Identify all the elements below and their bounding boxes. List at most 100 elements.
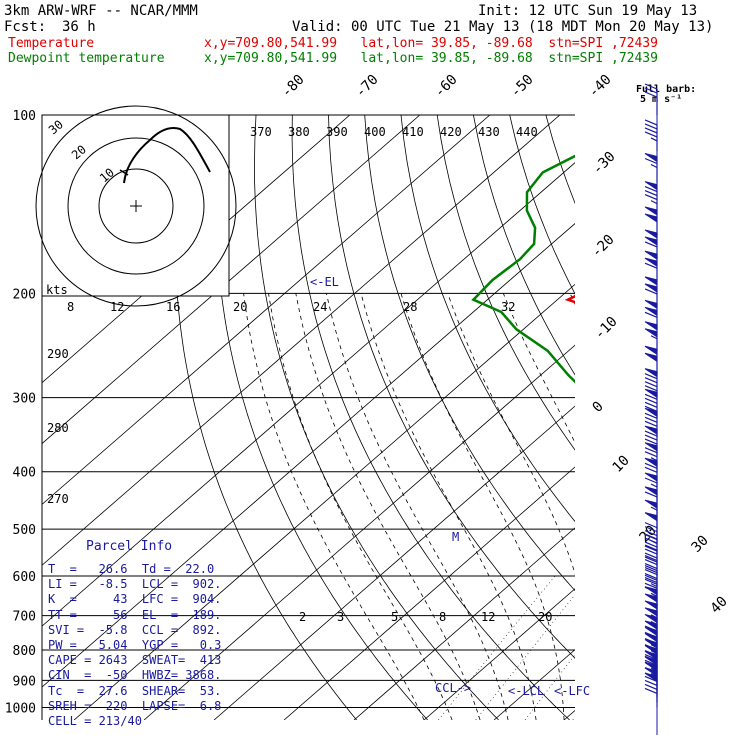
wind-barb-full	[644, 661, 658, 668]
wind-barb-full	[644, 638, 658, 645]
wind-barb-full	[644, 491, 658, 498]
wind-barb-flag	[644, 512, 658, 522]
wind-barb-full	[644, 123, 658, 130]
dry-adiabat	[545, 115, 575, 205]
dry-adiabat-label: 290	[47, 347, 69, 361]
theta-label: 380	[288, 125, 310, 139]
dry-adiabat	[174, 115, 357, 720]
annotation-ccl: CCL->	[435, 681, 471, 695]
wind-barb-full	[644, 552, 658, 559]
wind-barb-full	[644, 262, 658, 269]
wind-barb-full	[644, 654, 658, 661]
wind-barb-half	[650, 583, 658, 588]
dry-adiabat	[691, 115, 740, 720]
isotherm-label: 30	[689, 533, 712, 556]
wind-barb-half	[650, 667, 658, 672]
wind-barb-full	[644, 477, 658, 484]
wind-barb	[644, 181, 658, 211]
wind-barb-full	[644, 655, 658, 662]
moist-adiabat	[400, 293, 565, 720]
wind-barb-full	[644, 687, 658, 695]
wind-barb-full	[644, 659, 658, 666]
wind-barb-full	[644, 675, 658, 683]
moist-adiabat	[732, 293, 740, 720]
isotherm	[423, 588, 575, 720]
isotherm-label: -70	[353, 72, 382, 101]
wind-barb-full	[644, 582, 658, 589]
wetbulb-label: 8	[67, 300, 74, 314]
wind-barb	[644, 368, 658, 398]
dry-adiabat	[655, 115, 740, 720]
isotherm	[704, 115, 740, 720]
wind-barb-half	[650, 672, 658, 678]
moist-adiabat	[704, 293, 740, 720]
isotherm	[42, 162, 575, 627]
wind-barb-half	[650, 620, 658, 626]
pressure-tick-label: 800	[13, 644, 36, 659]
wind-barb-full	[644, 377, 658, 384]
isotherm	[42, 115, 351, 384]
theta-label: 400	[364, 125, 386, 139]
wind-barb	[644, 345, 658, 376]
theta-label: 390	[326, 125, 348, 139]
temperature-station-info: x,y=709.80,541.99 lat,lon= 39.85, -89.68…	[204, 36, 658, 51]
dewpoint-trace	[471, 154, 575, 384]
dry-adiabat-label: 270	[47, 492, 69, 506]
mixing-ratio-line	[572, 716, 575, 720]
dry-adiabat	[473, 115, 575, 376]
model-title: 3km ARW-WRF -- NCAR/MMM	[4, 3, 198, 19]
valid-time: Valid: 00 UTC Tue 21 May 13 (18 MDT Mon …	[292, 19, 714, 35]
wind-barb-full	[644, 412, 658, 419]
wind-barb-full	[644, 466, 658, 473]
parcel-info-row: T = 26.6 Td = 22.0	[48, 562, 215, 576]
moist-adiabat	[360, 293, 537, 720]
moist-adiabat	[268, 293, 453, 720]
wind-barb-half	[650, 163, 658, 169]
wind-barb-half	[650, 540, 658, 545]
isotherm	[213, 405, 575, 720]
isotherm	[42, 115, 561, 566]
wind-barb-full	[644, 679, 658, 687]
wind-barb-full	[644, 119, 658, 126]
parcel-info-title: Parcel Info	[86, 539, 173, 554]
wind-barb	[644, 388, 658, 419]
init-time: Init: 12 UTC Sun 19 May 13	[478, 3, 698, 19]
isotherm	[42, 223, 575, 688]
wind-barb-full	[644, 311, 658, 318]
dry-adiabat	[400, 115, 575, 523]
wind-barb	[644, 206, 658, 236]
parcel-info-row: Tc = 27.6 SHEAR= 53.	[48, 683, 222, 698]
wetbulb-label: 28	[403, 300, 417, 314]
wind-barb-flag	[644, 283, 658, 293]
wind-barb-full	[644, 385, 658, 392]
wind-barb	[644, 407, 658, 438]
wind-barb-flag	[644, 250, 658, 261]
dry-adiabat	[291, 115, 570, 720]
wind-barb	[644, 153, 658, 183]
wind-barb	[644, 675, 658, 708]
parcel-info-row: LI = -8.5 LCL = 902.	[48, 577, 222, 592]
theta-label: 430	[478, 125, 500, 139]
wind-barb-flag	[644, 153, 658, 163]
wind-barb-full	[644, 565, 658, 572]
hodograph-storm-motion	[119, 169, 129, 176]
wetbulb-label: 32	[501, 300, 515, 314]
wind-barb-full	[644, 405, 658, 412]
mixing-ratio-label: 3	[337, 610, 344, 624]
wind-barb	[644, 250, 658, 281]
pressure-tick-label: 700	[13, 610, 36, 625]
wind-barb-full	[644, 194, 658, 201]
sounding-traces	[471, 154, 575, 384]
wind-barb-half	[650, 592, 658, 597]
wetbulb-label: 20	[233, 300, 247, 314]
wind-barb-flag	[644, 321, 658, 331]
wind-barb-full	[644, 578, 658, 585]
pressure-tick-label: 400	[13, 466, 36, 481]
isotherm	[42, 115, 421, 445]
dry-adiabat	[214, 115, 428, 720]
dry-adiabat	[727, 115, 740, 720]
wind-barb-full	[644, 288, 658, 295]
wind-barb	[644, 457, 658, 488]
wind-barb-half	[650, 426, 658, 431]
isotherm-label: -60	[432, 72, 461, 101]
